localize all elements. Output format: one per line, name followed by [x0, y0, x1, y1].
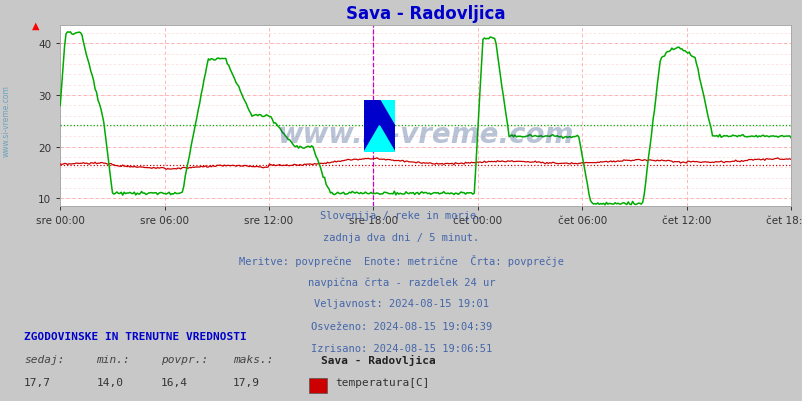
Text: 17,9: 17,9 — [233, 377, 260, 387]
Text: Osveženo: 2024-08-15 19:04:39: Osveženo: 2024-08-15 19:04:39 — [310, 321, 492, 331]
Polygon shape — [364, 126, 395, 152]
Text: Sava - Radovljica: Sava - Radovljica — [321, 354, 435, 365]
Text: Veljavnost: 2024-08-15 19:01: Veljavnost: 2024-08-15 19:01 — [314, 299, 488, 309]
Text: min.:: min.: — [96, 354, 130, 364]
Text: 17,7: 17,7 — [24, 377, 51, 387]
Text: www.si-vreme.com: www.si-vreme.com — [2, 85, 11, 156]
Text: www.si-vreme.com: www.si-vreme.com — [277, 120, 573, 148]
Text: temperatura[C]: temperatura[C] — [334, 377, 429, 387]
Text: navpična črta - razdelek 24 ur: navpična črta - razdelek 24 ur — [307, 277, 495, 287]
Text: povpr.:: povpr.: — [160, 354, 208, 364]
Text: zadnja dva dni / 5 minut.: zadnja dva dni / 5 minut. — [323, 233, 479, 243]
Text: sedaj:: sedaj: — [24, 354, 64, 364]
Text: ▲: ▲ — [31, 21, 39, 31]
Text: ZGODOVINSKE IN TRENUTNE VREDNOSTI: ZGODOVINSKE IN TRENUTNE VREDNOSTI — [24, 331, 246, 341]
Text: Izrisano: 2024-08-15 19:06:51: Izrisano: 2024-08-15 19:06:51 — [310, 343, 492, 353]
Text: Slovenija / reke in morje.: Slovenija / reke in morje. — [320, 211, 482, 221]
Polygon shape — [379, 100, 395, 126]
Text: 14,0: 14,0 — [96, 377, 124, 387]
Text: Meritve: povprečne  Enote: metrične  Črta: povprečje: Meritve: povprečne Enote: metrične Črta:… — [239, 255, 563, 267]
Polygon shape — [364, 100, 395, 152]
Title: Sava - Radovljica: Sava - Radovljica — [346, 5, 504, 23]
Text: 16,4: 16,4 — [160, 377, 188, 387]
Text: maks.:: maks.: — [233, 354, 273, 364]
